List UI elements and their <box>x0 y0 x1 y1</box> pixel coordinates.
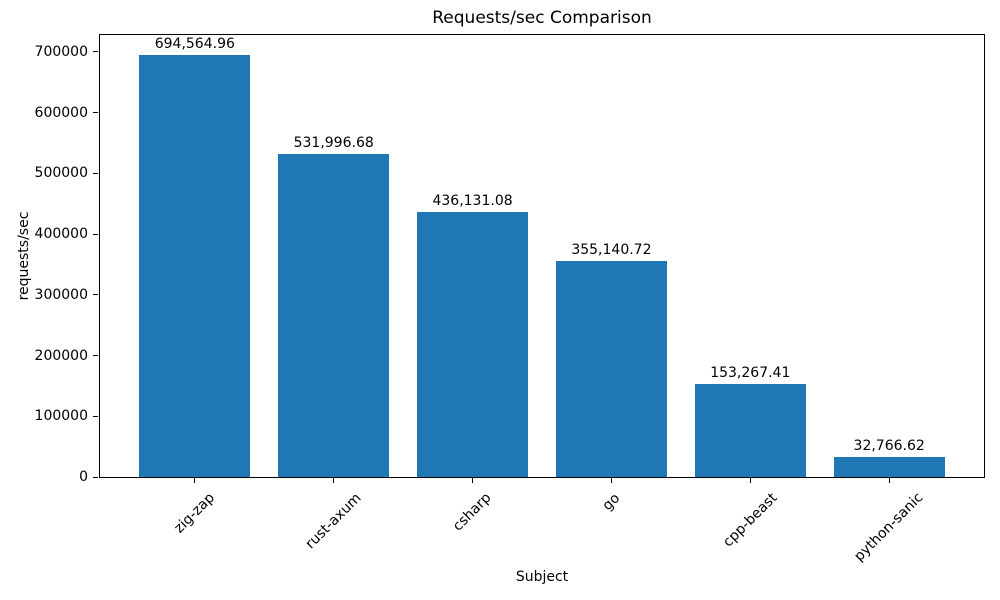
x-tick-label-cpp-beast: cpp-beast <box>719 489 781 551</box>
bar-cpp-beast <box>694 383 806 477</box>
y-tick-label: 600000 <box>34 104 88 121</box>
bar-value-label: 531,996.68 <box>293 134 374 151</box>
bar-go <box>555 261 667 477</box>
x-tick-label-rust-axum: rust-axum <box>302 490 365 553</box>
y-tick-mark <box>93 415 98 417</box>
bar-value-label: 694,564.96 <box>154 36 235 53</box>
y-tick-mark <box>93 112 98 114</box>
bar-value-label: 153,267.41 <box>710 364 791 381</box>
x-axis-label: Subject <box>515 569 569 585</box>
y-tick-label: 100000 <box>34 408 88 425</box>
y-tick-mark <box>93 294 98 296</box>
y-tick-mark <box>93 172 98 174</box>
plot-area <box>99 34 985 478</box>
y-tick-mark <box>93 476 98 478</box>
bar-rust-axum <box>278 153 390 477</box>
y-tick-label: 300000 <box>34 286 88 303</box>
x-tick-label-csharp: csharp <box>449 489 495 535</box>
y-tick-mark <box>93 233 98 235</box>
bar-value-label: 436,131.08 <box>432 193 513 210</box>
y-tick-label: 700000 <box>34 43 88 60</box>
y-tick-mark <box>93 355 98 356</box>
bar-csharp <box>417 212 529 477</box>
x-tick-label-go: go <box>599 489 624 514</box>
y-tick-label: 200000 <box>34 347 88 364</box>
x-tick-label-python-sanic: python-sanic <box>851 489 927 566</box>
x-tick-mark <box>888 478 890 483</box>
x-tick-mark <box>610 478 612 483</box>
x-tick-mark <box>472 478 474 483</box>
bar-value-label: 32,766.62 <box>853 438 925 455</box>
y-tick-label: 400000 <box>34 226 88 243</box>
bar-zig-zap <box>139 55 251 477</box>
y-tick-label: 500000 <box>34 165 88 182</box>
x-tick-mark <box>749 478 751 483</box>
x-tick-label-zig-zap: zig-zap <box>171 489 218 537</box>
y-tick-mark <box>93 51 98 53</box>
chart-title: Requests/sec Comparison <box>432 8 652 28</box>
y-tick-label: 0 <box>79 469 88 485</box>
bar-python-sanic <box>833 457 945 477</box>
x-tick-mark <box>194 478 196 483</box>
bar-value-label: 355,140.72 <box>571 242 652 259</box>
x-tick-mark <box>333 478 335 483</box>
